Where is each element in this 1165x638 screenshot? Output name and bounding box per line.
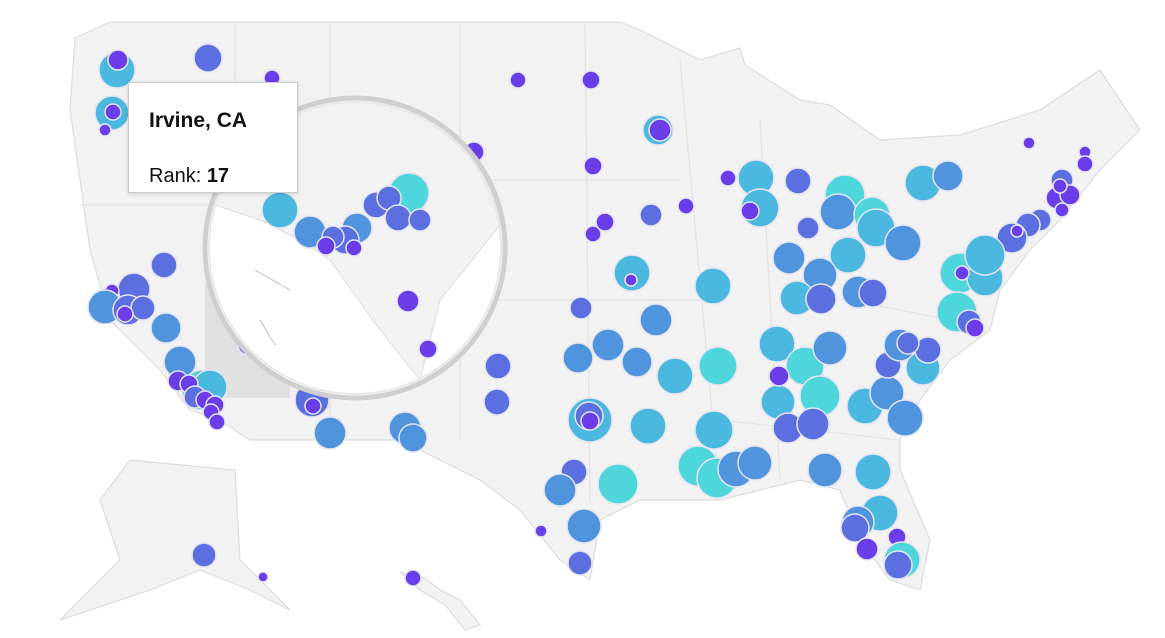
city-bubble[interactable] (840, 513, 870, 543)
city-bubble[interactable] (694, 410, 734, 450)
city-bubble[interactable] (1054, 202, 1070, 218)
city-bubble[interactable] (569, 296, 593, 320)
city-bubble[interactable] (408, 208, 432, 232)
city-bubble[interactable] (595, 212, 615, 232)
city-bubble[interactable] (208, 413, 226, 431)
city-bubble[interactable] (543, 473, 577, 507)
alaska (59, 459, 291, 621)
city-bubble[interactable] (345, 239, 363, 257)
city-bubble[interactable] (398, 423, 428, 453)
rank-value: 17 (206, 165, 230, 187)
city-bubble[interactable] (580, 411, 600, 431)
city-bubble[interactable] (261, 191, 299, 229)
city-bubble[interactable] (193, 43, 223, 73)
city-bubble[interactable] (257, 571, 269, 583)
city-bubble[interactable] (758, 325, 796, 363)
tooltip-rank: Rank: 17 (149, 165, 229, 188)
city-bubble[interactable] (812, 330, 848, 366)
city-bubble[interactable] (784, 167, 812, 195)
city-bubble[interactable] (396, 289, 420, 313)
city-bubble[interactable] (116, 305, 134, 323)
city-bubble[interactable] (316, 236, 336, 256)
city-bubble[interactable] (639, 303, 673, 337)
city-bubble[interactable] (98, 123, 112, 137)
city-bubble[interactable] (566, 508, 602, 544)
city-bubble[interactable] (107, 49, 129, 71)
city-bubble[interactable] (932, 160, 964, 192)
city-bubble[interactable] (418, 339, 438, 359)
city-bubble[interactable] (621, 346, 653, 378)
city-bubble[interactable] (150, 251, 178, 279)
city-bubble[interactable] (883, 550, 913, 580)
city-bubble[interactable] (613, 254, 651, 292)
city-bubble[interactable] (304, 397, 322, 415)
city-bubble[interactable] (483, 388, 511, 416)
city-bubble[interactable] (584, 225, 602, 243)
city-bubble[interactable] (772, 241, 806, 275)
tooltip: Irvine, CA Rank: 17 (128, 82, 298, 193)
city-bubble[interactable] (768, 365, 790, 387)
city-bubble[interactable] (1010, 224, 1024, 238)
city-bubble[interactable] (509, 71, 527, 89)
tooltip-title: Irvine, CA (149, 109, 248, 132)
city-bubble[interactable] (581, 70, 601, 90)
city-bubble[interactable] (740, 201, 760, 221)
city-bubble[interactable] (384, 204, 412, 232)
city-bubble[interactable] (130, 295, 156, 321)
city-bubble[interactable] (639, 203, 663, 227)
city-bubble[interactable] (583, 156, 603, 176)
city-bubble[interactable] (656, 357, 694, 395)
city-bubble[interactable] (534, 524, 548, 538)
city-bubble[interactable] (597, 463, 639, 505)
city-bubble[interactable] (694, 267, 732, 305)
city-bubble[interactable] (965, 318, 985, 338)
city-bubble[interactable] (737, 445, 773, 481)
city-bubble[interactable] (805, 283, 837, 315)
city-bubble[interactable] (796, 407, 830, 441)
city-bubble[interactable] (719, 169, 737, 187)
city-bubble[interactable] (562, 342, 594, 374)
city-bubble[interactable] (629, 407, 667, 445)
city-bubble[interactable] (896, 331, 920, 355)
city-bubble[interactable] (591, 328, 625, 362)
city-bubble[interactable] (567, 550, 593, 576)
city-bubble[interactable] (855, 537, 879, 561)
city-bubble[interactable] (796, 216, 820, 240)
city-bubble[interactable] (858, 278, 888, 308)
city-bubble[interactable] (807, 452, 843, 488)
city-bubble[interactable] (648, 118, 672, 142)
city-bubble[interactable] (1076, 155, 1094, 173)
city-bubble[interactable] (698, 346, 738, 386)
city-bubble[interactable] (1052, 178, 1068, 194)
city-bubble[interactable] (964, 234, 1006, 276)
city-bubble[interactable] (404, 569, 422, 587)
hawaii (399, 571, 482, 631)
rank-label: Rank: (149, 165, 202, 187)
city-bubble[interactable] (1022, 136, 1036, 150)
city-bubble[interactable] (484, 352, 512, 380)
city-bubble[interactable] (624, 273, 638, 287)
city-bubble[interactable] (884, 224, 922, 262)
city-bubble[interactable] (886, 399, 924, 437)
city-bubble[interactable] (191, 542, 217, 568)
city-bubble[interactable] (104, 103, 122, 121)
city-bubble[interactable] (677, 197, 695, 215)
city-bubble[interactable] (954, 265, 970, 281)
city-bubble[interactable] (854, 453, 892, 491)
city-bubble[interactable] (829, 236, 867, 274)
city-bubble[interactable] (819, 193, 857, 231)
city-bubble[interactable] (150, 312, 182, 344)
city-bubble[interactable] (313, 416, 347, 450)
